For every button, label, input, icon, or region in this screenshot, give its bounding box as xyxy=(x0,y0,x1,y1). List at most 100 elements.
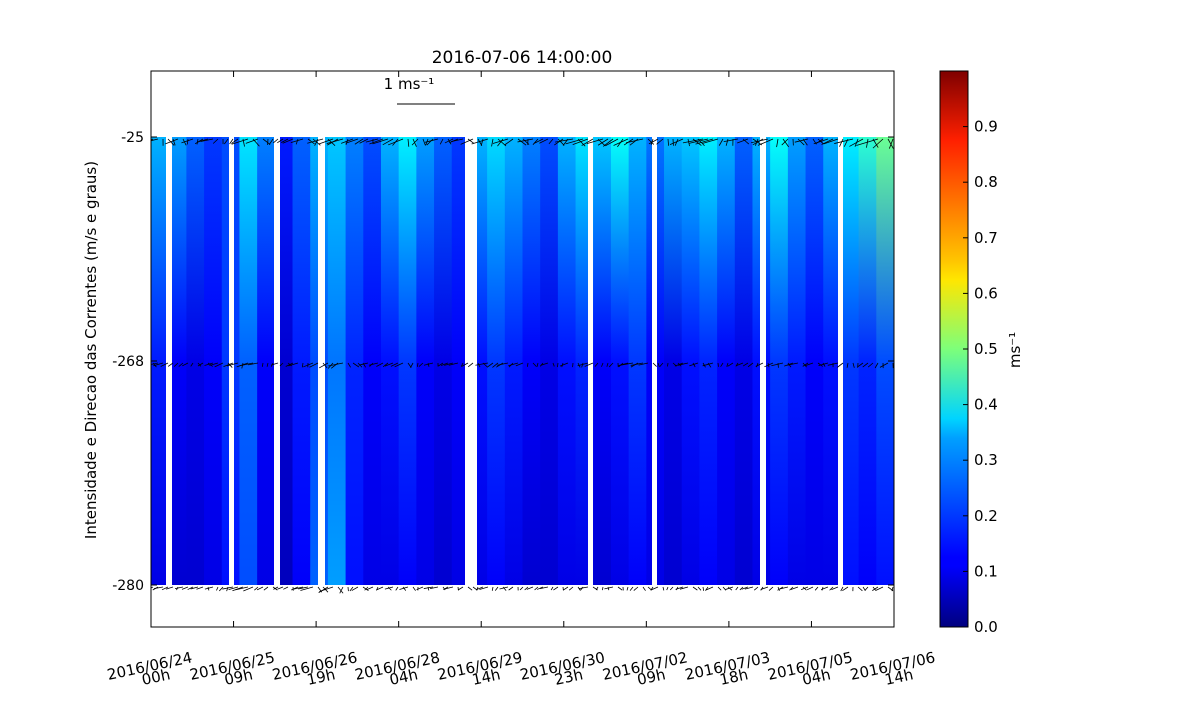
quiver-arrow xyxy=(754,587,758,590)
heatmap-cell-upper xyxy=(735,137,753,361)
heatmap-cell-upper xyxy=(841,137,859,361)
quiver-arrow xyxy=(801,587,808,590)
quiver-arrow xyxy=(283,587,288,589)
quiver-arrow xyxy=(718,587,721,590)
colorbar-tick-label: 0.0 xyxy=(974,618,998,636)
quiver-arrow xyxy=(769,587,773,591)
quiver-arrow xyxy=(865,587,868,591)
quiver-arrow xyxy=(147,587,153,590)
quiver-arrow xyxy=(602,587,603,590)
heatmap-cell-upper xyxy=(257,137,275,361)
heatmap-cell-lower xyxy=(416,361,434,585)
quiver-arrow xyxy=(630,587,633,591)
heatmap-cell-upper xyxy=(399,137,417,361)
quiver-arrow xyxy=(618,587,622,590)
data-gap xyxy=(838,137,843,585)
data-gap xyxy=(760,137,766,585)
quiver-arrow xyxy=(667,587,668,590)
heatmap-cell-upper xyxy=(328,137,346,361)
colorbar-tick-label: 0.7 xyxy=(974,229,998,247)
quiver-arrow xyxy=(396,587,398,590)
y-tick-label: -280 xyxy=(112,578,144,594)
heatmap-cell-lower xyxy=(363,361,381,585)
heatmap-cell-upper xyxy=(487,137,505,361)
heatmap-cell-upper xyxy=(204,137,222,361)
quiver-arrow xyxy=(175,587,183,589)
heatmap-cell-upper xyxy=(682,137,700,361)
heatmap-cell-lower xyxy=(735,361,753,585)
quiver-arrow xyxy=(264,587,268,590)
heatmap-cell-upper xyxy=(558,137,576,361)
heatmap-cell-upper xyxy=(346,137,364,361)
quiver-arrow xyxy=(563,587,568,590)
heatmap-cell-lower xyxy=(558,361,576,585)
quiver-arrow xyxy=(740,587,743,590)
heatmap-cell-lower xyxy=(664,361,682,585)
quiver-arrow xyxy=(278,587,283,589)
quiver-arrow xyxy=(468,587,472,590)
heatmap-cell-upper xyxy=(664,137,682,361)
quiver-arrow xyxy=(458,587,463,590)
quiver-arrow xyxy=(608,587,609,590)
data-gap xyxy=(318,137,325,585)
quiver-arrow xyxy=(842,587,848,591)
quiver-arrow xyxy=(830,587,833,590)
quiver-arrow xyxy=(698,587,701,590)
quiver-arrow xyxy=(557,363,558,367)
data-gap xyxy=(229,137,234,585)
quiver-arrow xyxy=(154,587,163,589)
heatmap-cell-lower xyxy=(788,361,806,585)
data-gap xyxy=(588,137,593,585)
heatmap-cell-lower xyxy=(859,361,877,585)
heatmap-cell-upper xyxy=(859,137,877,361)
quiver-arrow xyxy=(417,587,423,590)
colorbar-tick-label: 0.8 xyxy=(974,173,998,191)
heatmap-cell-upper xyxy=(239,137,257,361)
quiver-arrow xyxy=(723,587,726,590)
heatmap-cell-upper xyxy=(593,137,611,361)
quiver-arrow xyxy=(208,587,209,590)
quiver-key: 1 ms⁻¹ xyxy=(384,75,455,104)
quiver-arrow xyxy=(821,587,828,590)
heatmap-cell-lower xyxy=(239,361,257,585)
heatmap-cell-lower xyxy=(257,361,275,585)
heatmap-cell-upper xyxy=(629,137,647,361)
quiver-arrow xyxy=(627,587,628,590)
data-gap xyxy=(465,137,477,585)
data-gap xyxy=(166,137,172,585)
heatmap-cell-lower xyxy=(682,361,700,585)
heatmap-cell-lower xyxy=(806,361,824,585)
heatmap-cell-lower xyxy=(717,361,735,585)
quiver-arrow xyxy=(815,587,818,590)
heatmap-cell-upper xyxy=(416,137,434,361)
heatmap-cell-upper xyxy=(381,137,399,361)
colorbar-tick-label: 0.2 xyxy=(974,507,998,525)
heatmap-cell-lower xyxy=(699,361,717,585)
data-gap xyxy=(652,137,657,585)
quiver-arrow xyxy=(216,587,218,590)
heatmap-cell-upper xyxy=(540,137,558,361)
heatmap-cell-upper xyxy=(434,137,452,361)
heatmap-cell-lower xyxy=(399,361,417,585)
quiver-arrow xyxy=(705,587,708,591)
heatmap-cell-upper xyxy=(611,137,629,361)
quiver-arrow xyxy=(385,587,393,589)
chart-title: 2016-07-06 14:00:00 xyxy=(432,48,613,68)
quiver-arrow xyxy=(569,587,573,590)
quiver-arrow xyxy=(495,587,498,591)
y-tick-label: -268 xyxy=(112,354,144,370)
quiver-arrow xyxy=(520,587,523,590)
colorbar-tick-label: 0.3 xyxy=(974,451,998,469)
colorbar: 0.00.10.20.30.40.50.60.70.80.9 ms⁻¹ xyxy=(940,71,1024,636)
heatmap-cell-lower xyxy=(523,361,541,585)
heatmap-cell-lower xyxy=(876,361,894,585)
quiver-arrow xyxy=(509,587,513,590)
